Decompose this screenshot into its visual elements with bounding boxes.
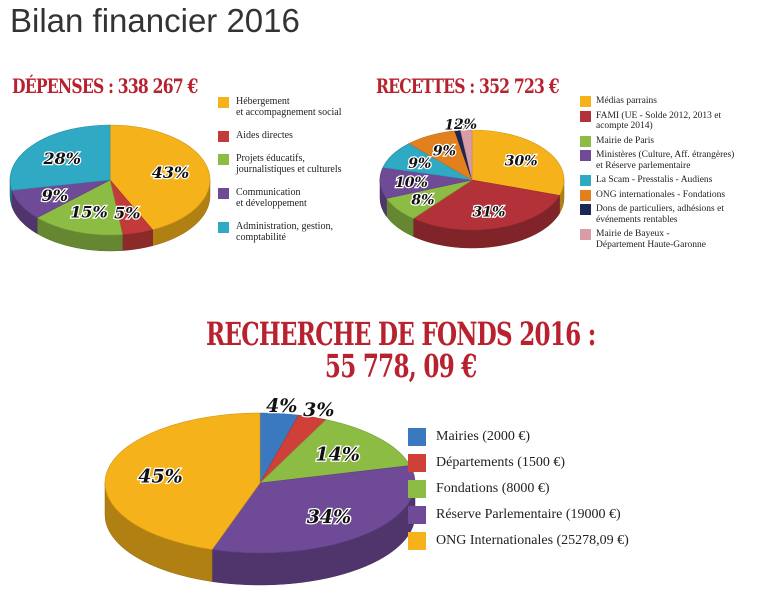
legend-label: Médias parrains <box>596 96 657 106</box>
legend-swatch <box>408 506 426 524</box>
depenses-slice <box>9 124 111 191</box>
fonds-legend-item: Fondations (8000 €) <box>408 480 708 498</box>
legend-label: La Scam - Presstalis - Audiens <box>596 175 713 185</box>
page-title: Bilan financier 2016 <box>10 2 300 39</box>
depenses-percent-label: 15% <box>70 203 107 222</box>
recettes-slice <box>471 129 565 196</box>
legend-swatch <box>218 188 229 199</box>
legend-label: Ministères (Culture, Aff. étrangères) et… <box>596 150 735 171</box>
recherche-fonds-title: RECHERCHE DE FONDS 2016 : 55 778, 09 € <box>206 315 596 385</box>
legend-label: Dons de particuliers, adhésions et événe… <box>596 204 724 225</box>
recettes-legend-item: Médias parrains <box>580 96 766 107</box>
legend-swatch <box>218 131 229 142</box>
recettes-legend-item: Mairie de Bayeux - Département Haute-Gar… <box>580 229 766 250</box>
recettes-percent-label: 10% <box>395 175 428 191</box>
recettes-legend-item: Ministères (Culture, Aff. étrangères) et… <box>580 150 766 171</box>
depenses-percent-label: 43% <box>152 163 189 182</box>
legend-label: Communication et développement <box>236 187 307 209</box>
recettes-legend-item: FAMI (UE - Solde 2012, 2013 et acompte 2… <box>580 110 766 132</box>
legend-swatch <box>218 97 229 108</box>
legend-label: Fondations (8000 €) <box>436 481 550 496</box>
legend-swatch <box>408 480 426 498</box>
depenses-legend-item: Projets éducatifs, journalistiques et cu… <box>218 153 368 175</box>
depenses-legend-item: Communication et développement <box>218 187 368 209</box>
recettes-legend: Médias parrains FAMI (UE - Solde 2012, 2… <box>580 96 766 254</box>
fonds-percent-label: 45% <box>138 466 183 488</box>
recettes-percent-label: 9% <box>433 143 456 159</box>
recettes-legend-item: ONG internationales - Fondations <box>580 189 766 201</box>
recettes-legend-item: La Scam - Presstalis - Audiens <box>580 175 766 186</box>
legend-swatch <box>408 532 426 550</box>
legend-swatch <box>408 454 426 472</box>
legend-swatch <box>580 204 591 215</box>
legend-label: Départements (1500 €) <box>436 455 566 470</box>
recettes-percent-label: 8% <box>411 192 434 208</box>
recettes-percent-label: 9% <box>408 156 431 172</box>
fonds-percent-label: 34% <box>307 506 352 528</box>
depenses-title: DÉPENSES : 338 267 € <box>12 74 198 98</box>
legend-swatch <box>218 154 229 165</box>
legend-label: Projets éducatifs, journalistiques et cu… <box>236 153 342 175</box>
fonds-slice <box>104 412 261 550</box>
legend-label: Hébergement et accompagnement social <box>236 96 342 118</box>
recettes-percent-label: 31% <box>473 205 506 221</box>
recettes-slice <box>412 179 560 231</box>
fonds-legend-item: Réserve Parlementaire (19000 €) <box>408 506 708 524</box>
legend-swatch <box>580 229 591 240</box>
fonds-percent-label: 14% <box>315 444 360 466</box>
recettes-slice <box>460 129 473 181</box>
depenses-legend-item: Administration, gestion, comptabilité <box>218 221 368 243</box>
legend-swatch <box>580 135 591 147</box>
depenses-legend-item: Hébergement et accompagnement social <box>218 96 368 118</box>
legend-label: ONG internationales - Fondations <box>596 189 726 200</box>
depenses-slice <box>36 179 123 236</box>
recettes-percent-label: 1% <box>444 118 467 134</box>
legend-swatch <box>218 222 229 233</box>
depenses-percent-label: 28% <box>42 149 80 168</box>
recettes-percent-label: 30% <box>505 154 538 170</box>
legend-label: Réserve Parlementaire (19000 €) <box>436 507 621 522</box>
legend-swatch <box>580 175 591 186</box>
legend-swatch <box>580 189 591 201</box>
recettes-legend-item: Dons de particuliers, adhésions et événe… <box>580 204 766 225</box>
depenses-legend-item: Aides directes <box>218 130 368 142</box>
fonds-legend-item: Mairies (2000 €) <box>408 428 708 446</box>
fonds-slice <box>259 419 411 484</box>
legend-label: Administration, gestion, comptabilité <box>236 221 333 243</box>
legend-label: Mairie de Paris <box>596 135 655 146</box>
legend-swatch <box>580 96 591 107</box>
legend-label: Aides directes <box>236 130 293 141</box>
fonds-legend-item: ONG Internationales (25278,09 €) <box>408 532 708 550</box>
fonds-percent-label: 4% <box>266 395 297 417</box>
fonds-legend-item: Départements (1500 €) <box>408 454 708 472</box>
depenses-percent-label: 5% <box>114 203 140 222</box>
fonds-percent-label: 3% <box>303 399 334 421</box>
legend-label: FAMI (UE - Solde 2012, 2013 et acompte 2… <box>596 110 722 132</box>
legend-swatch <box>580 110 591 122</box>
depenses-slice <box>109 124 211 231</box>
recettes-percent-label: 2% <box>453 117 477 133</box>
legend-label: ONG Internationales (25278,09 €) <box>436 533 629 548</box>
recherche-fonds-legend: Mairies (2000 €) Départements (1500 €) F… <box>408 428 708 558</box>
depenses-percent-label: 9% <box>42 186 68 205</box>
recettes-legend-item: Mairie de Paris <box>580 135 766 147</box>
recettes-title: RECETTES : 352 723 € <box>376 74 560 98</box>
legend-label: Mairies (2000 €) <box>436 429 531 444</box>
legend-swatch <box>408 428 426 446</box>
legend-swatch <box>580 150 591 161</box>
legend-label: Mairie de Bayeux - Département Haute-Gar… <box>596 229 706 250</box>
depenses-legend: Hébergement et accompagnement social Aid… <box>218 96 368 255</box>
